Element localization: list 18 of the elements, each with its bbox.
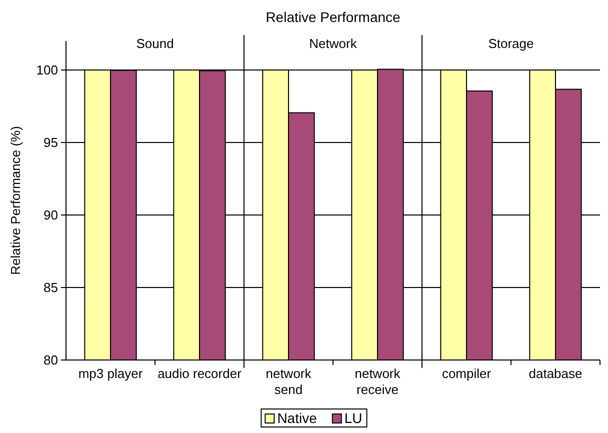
y-tick-label: 80 <box>44 352 58 368</box>
y-axis-title: Relative Performance (%) <box>8 126 23 275</box>
y-tick-label: 100 <box>36 62 58 78</box>
annotation: Storage <box>488 36 534 51</box>
legend-label: LU <box>344 410 362 426</box>
x-tick-label: compiler <box>442 366 492 381</box>
legend-label: Native <box>277 410 318 426</box>
y-tick-label: 85 <box>44 280 58 296</box>
y-tick-label: 95 <box>44 135 58 150</box>
annotation: Network <box>309 36 358 51</box>
x-tick-label: network send <box>266 366 312 397</box>
x-tick-label: mp3 player <box>78 366 144 381</box>
x-tick-label: network receive <box>354 366 401 397</box>
annotation: Sound <box>136 36 174 51</box>
y-tick-label: 90 <box>44 208 58 223</box>
x-tick-label: audio recorder <box>158 366 242 381</box>
chart-title: Relative Performance <box>266 9 401 25</box>
x-tick-label: database <box>528 366 582 381</box>
